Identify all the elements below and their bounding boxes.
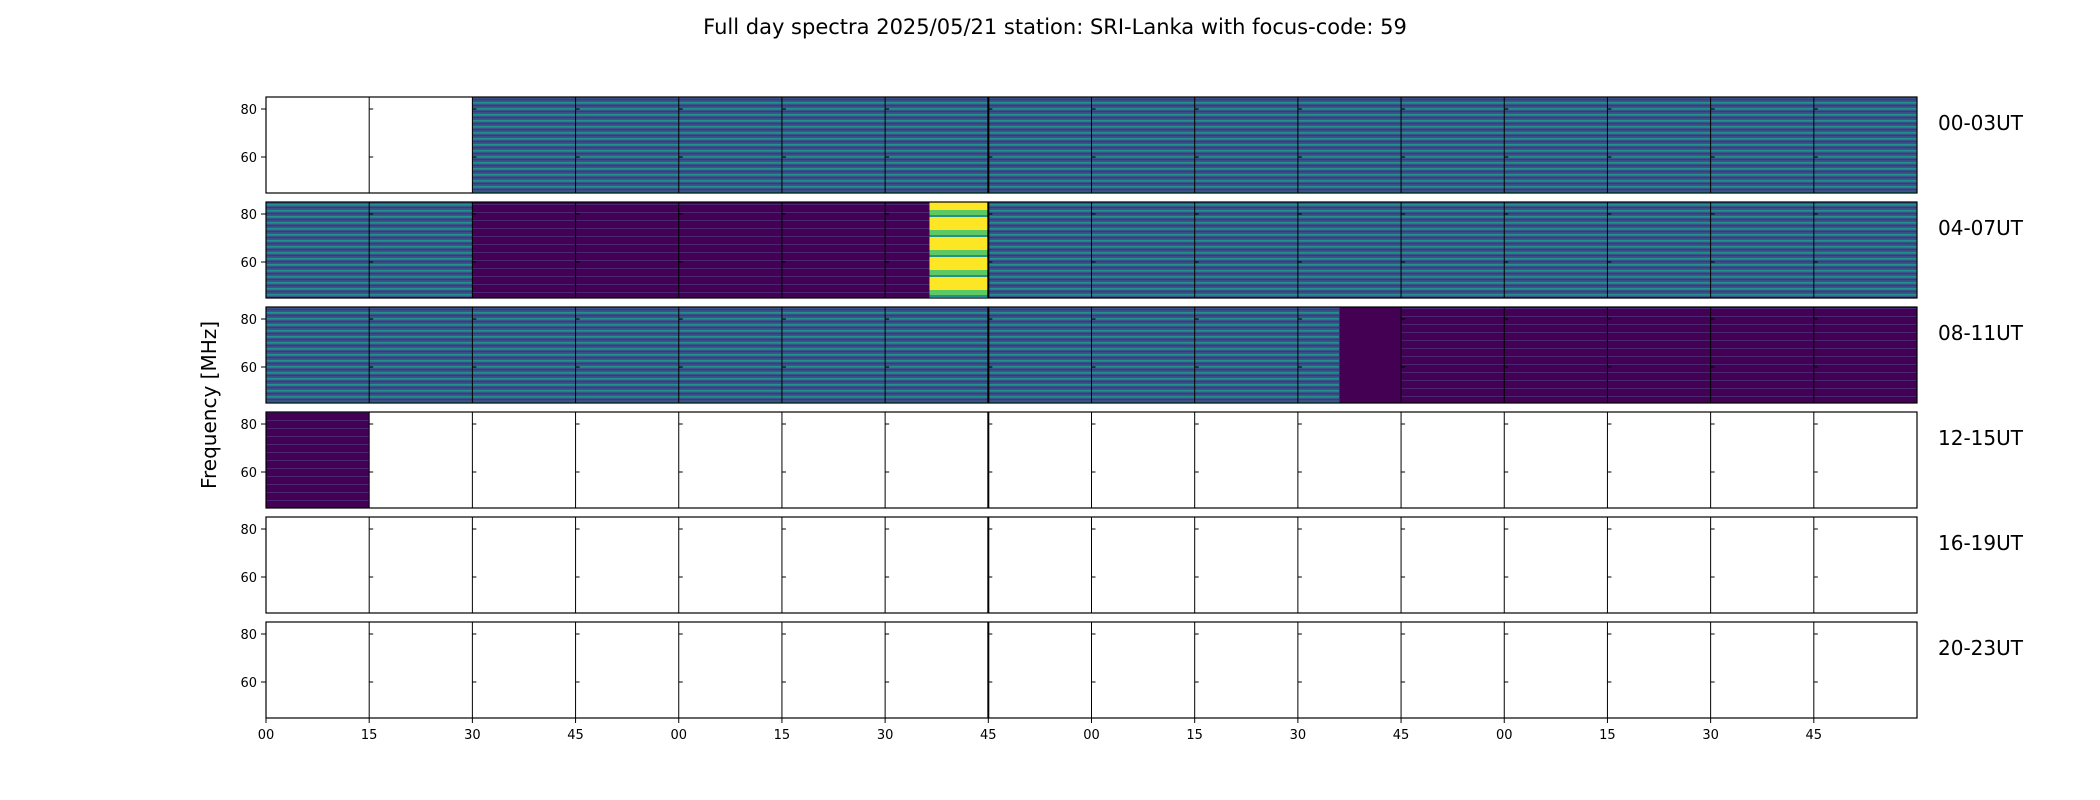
y-tick-label: 80 bbox=[240, 313, 257, 328]
spectrum-panel bbox=[1297, 97, 1402, 193]
row-time-label: 04-07UT bbox=[1938, 216, 2024, 240]
spectrum-panel bbox=[266, 307, 370, 403]
row-time-label: 08-11UT bbox=[1938, 321, 2024, 345]
row-frame bbox=[265, 96, 1918, 194]
spectrum-row: 60 80 12-15UT bbox=[240, 411, 2024, 509]
y-tick-label: 60 bbox=[240, 361, 257, 376]
spectrum-panel bbox=[1401, 97, 1505, 193]
spectrum-panel bbox=[369, 202, 473, 298]
spectrum-panel bbox=[1607, 307, 1711, 403]
spectrum-panel bbox=[1091, 307, 1195, 403]
x-tick-label: 30 bbox=[877, 728, 894, 743]
spectrum-panel bbox=[575, 307, 679, 403]
row-frame bbox=[265, 306, 1918, 404]
spectrum-panel bbox=[575, 97, 679, 193]
spectrum-panel bbox=[1607, 202, 1711, 298]
x-tick-label: 15 bbox=[1186, 728, 1203, 743]
x-tick-label: 45 bbox=[1806, 728, 1823, 743]
spectrum-panel bbox=[266, 412, 370, 508]
row-time-label: 20-23UT bbox=[1938, 636, 2024, 660]
spectrum-panel bbox=[781, 307, 886, 403]
x-tick-label: 45 bbox=[1393, 728, 1410, 743]
x-tick-label: 45 bbox=[980, 728, 997, 743]
spectrum-panel bbox=[1504, 307, 1608, 403]
spectrum-row: 60 80 04-07UT bbox=[240, 201, 2024, 299]
row-frame bbox=[265, 411, 1918, 509]
spectrum-panel bbox=[988, 307, 1092, 403]
x-tick-label: 30 bbox=[464, 728, 481, 743]
spectrum-panel bbox=[1194, 307, 1298, 403]
x-tick-label: 00 bbox=[1496, 728, 1513, 743]
x-tick-label: 00 bbox=[1083, 728, 1100, 743]
y-tick-label: 80 bbox=[240, 208, 257, 223]
spectra-rows: 60 80 00-03UT 60 80 04-07UT 60 80 08-11UT 60 80 12-… bbox=[240, 96, 2024, 719]
y-tick-label: 60 bbox=[240, 676, 257, 691]
spectrum-panel bbox=[1091, 202, 1195, 298]
spectrum-panel bbox=[885, 307, 989, 403]
row-time-label: 00-03UT bbox=[1938, 111, 2024, 135]
spectrum-row: 60 80 00-03UT bbox=[240, 96, 2024, 194]
spectrum-panel bbox=[1813, 202, 1917, 298]
spectrum-row: 60 80 16-19UT bbox=[240, 516, 2024, 614]
spectrum-panel bbox=[1710, 97, 1814, 193]
x-tick-label: 30 bbox=[1702, 728, 1719, 743]
spectrum-panel bbox=[781, 97, 886, 193]
x-tick-label: 00 bbox=[258, 728, 275, 743]
spectrum-panel bbox=[929, 202, 989, 298]
spectrum-panel bbox=[472, 202, 576, 298]
spectrum-panel bbox=[678, 307, 782, 403]
spectrum-panel bbox=[988, 202, 1092, 298]
spectrum-panel bbox=[1339, 307, 1402, 403]
spectrum-panel bbox=[472, 307, 576, 403]
x-tick-label: 45 bbox=[567, 728, 584, 743]
spectrum-panel bbox=[1194, 97, 1298, 193]
spectrum-panel bbox=[1607, 97, 1711, 193]
spectrum-panel bbox=[1813, 97, 1917, 193]
chart-title: Full day spectra 2025/05/21 station: SRI… bbox=[703, 15, 1407, 39]
y-axis-label: Frequency [MHz] bbox=[197, 321, 221, 489]
y-tick-label: 60 bbox=[240, 151, 257, 166]
spectrum-panel bbox=[988, 97, 1092, 193]
y-tick-label: 60 bbox=[240, 256, 257, 271]
x-tick-label: 00 bbox=[670, 728, 687, 743]
spectrum-panel bbox=[1297, 307, 1340, 403]
spectrum-panel bbox=[369, 307, 473, 403]
spectrum-panel bbox=[1504, 202, 1608, 298]
x-tick-label: 15 bbox=[1599, 728, 1616, 743]
spectrum-row: 60 80 08-11UT bbox=[240, 306, 2024, 404]
y-tick-label: 80 bbox=[240, 523, 257, 538]
y-tick-label: 60 bbox=[240, 466, 257, 481]
spectrum-panel bbox=[472, 97, 576, 193]
row-time-label: 16-19UT bbox=[1938, 531, 2024, 555]
x-tick-label: 30 bbox=[1290, 728, 1307, 743]
x-tick-label: 15 bbox=[774, 728, 791, 743]
spectrum-panel bbox=[885, 97, 989, 193]
spectrum-panel bbox=[1710, 307, 1814, 403]
spectrum-panel bbox=[1091, 97, 1195, 193]
y-tick-label: 80 bbox=[240, 628, 257, 643]
spectrum-panel bbox=[781, 202, 886, 298]
y-tick-label: 80 bbox=[240, 418, 257, 433]
spectrum-panel bbox=[1813, 307, 1917, 403]
y-tick-label: 60 bbox=[240, 571, 257, 586]
spectrum-panel bbox=[1401, 307, 1505, 403]
row-time-label: 12-15UT bbox=[1938, 426, 2024, 450]
spectrum-panel bbox=[1504, 97, 1608, 193]
spectrum-row: 60 80 20-23UT bbox=[240, 621, 2024, 719]
spectrum-panel bbox=[1401, 202, 1505, 298]
spectrum-panel bbox=[575, 202, 679, 298]
row-frame bbox=[265, 516, 1918, 614]
spectrum-panel bbox=[885, 202, 930, 298]
x-tick-label: 15 bbox=[361, 728, 378, 743]
spectrum-panel bbox=[1194, 202, 1298, 298]
x-axis: 00 15 30 45 00 15 30 45 00 15 30 45 00 15 30 45 bbox=[258, 718, 1822, 743]
y-tick-label: 80 bbox=[240, 103, 257, 118]
spectrum-panel bbox=[1710, 202, 1814, 298]
spectrum-panel bbox=[1297, 202, 1402, 298]
spectrum-panel bbox=[266, 202, 370, 298]
spectrum-panel bbox=[678, 202, 782, 298]
spectrum-panel bbox=[678, 97, 782, 193]
row-frame bbox=[265, 201, 1918, 299]
